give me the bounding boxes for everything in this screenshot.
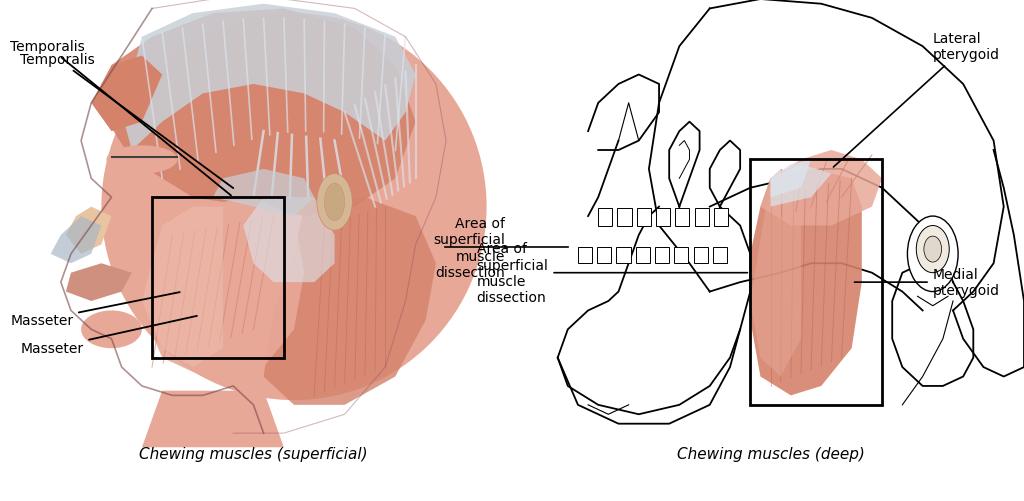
Polygon shape xyxy=(51,216,101,264)
Text: Area of
superficial
muscle
dissection: Area of superficial muscle dissection xyxy=(476,242,748,305)
Bar xyxy=(598,208,612,226)
Text: Chewing muscles (superficial): Chewing muscles (superficial) xyxy=(139,446,368,461)
Bar xyxy=(751,160,882,405)
Polygon shape xyxy=(213,169,314,216)
Bar xyxy=(694,208,709,226)
Bar xyxy=(674,247,688,264)
Text: Masseter: Masseter xyxy=(10,293,180,327)
Polygon shape xyxy=(263,198,436,405)
Polygon shape xyxy=(66,207,112,255)
Ellipse shape xyxy=(325,184,345,221)
Polygon shape xyxy=(751,169,862,396)
Polygon shape xyxy=(142,198,304,377)
Text: Lateral
pterygoid: Lateral pterygoid xyxy=(834,32,999,168)
Bar xyxy=(693,247,708,264)
Text: Temporalis: Temporalis xyxy=(20,53,233,189)
Bar xyxy=(152,198,284,358)
Polygon shape xyxy=(122,5,416,151)
Bar xyxy=(675,208,689,226)
Bar xyxy=(617,208,632,226)
Polygon shape xyxy=(66,264,132,302)
Ellipse shape xyxy=(81,311,142,349)
Polygon shape xyxy=(142,391,284,447)
Polygon shape xyxy=(91,57,162,132)
Bar xyxy=(637,208,651,226)
Bar xyxy=(636,247,650,264)
Ellipse shape xyxy=(316,174,352,231)
Polygon shape xyxy=(751,169,801,377)
Bar xyxy=(616,247,631,264)
Ellipse shape xyxy=(916,226,949,273)
Ellipse shape xyxy=(907,216,958,292)
Polygon shape xyxy=(770,165,831,207)
Bar xyxy=(713,247,727,264)
Polygon shape xyxy=(770,160,811,198)
Text: Medial
pterygoid: Medial pterygoid xyxy=(854,268,999,298)
Text: Temporalis: Temporalis xyxy=(10,40,231,196)
Polygon shape xyxy=(101,10,416,216)
Text: Chewing muscles (deep): Chewing muscles (deep) xyxy=(677,446,864,461)
Ellipse shape xyxy=(106,146,177,174)
Bar xyxy=(578,247,592,264)
Ellipse shape xyxy=(924,236,942,263)
Bar xyxy=(655,247,670,264)
Ellipse shape xyxy=(101,14,486,400)
Bar xyxy=(714,208,728,226)
Text: Masseter: Masseter xyxy=(20,316,197,355)
Polygon shape xyxy=(244,198,335,283)
Polygon shape xyxy=(761,151,882,226)
Polygon shape xyxy=(142,207,223,367)
Bar xyxy=(656,208,670,226)
Bar xyxy=(597,247,611,264)
Text: Area of
superficial
muscle
dissection: Area of superficial muscle dissection xyxy=(433,217,505,279)
